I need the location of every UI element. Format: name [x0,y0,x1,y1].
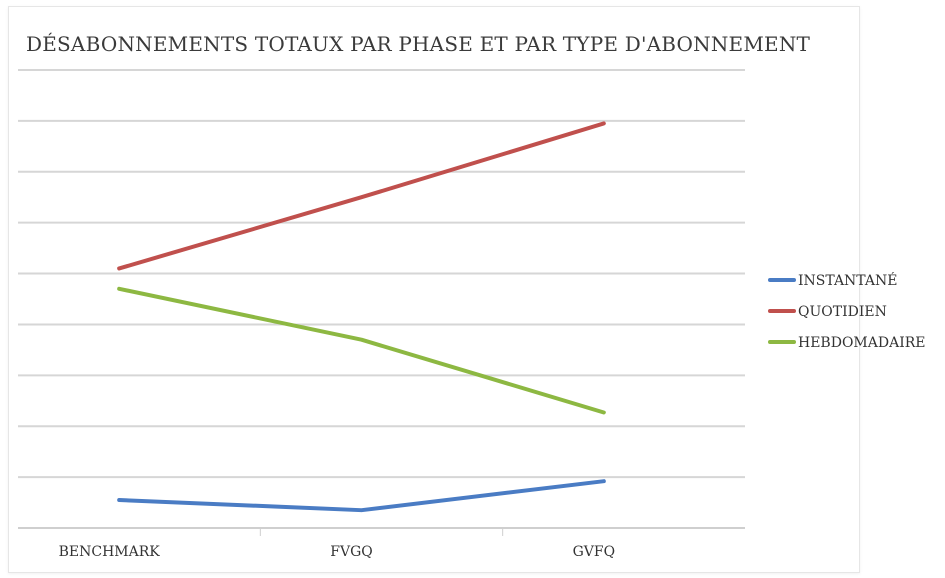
legend-label: QUOTIDIEN [798,304,887,320]
series-line-quotidien [117,121,606,271]
chart-title: DÉSABONNEMENTS TOTAUX PAR PHASE ET PAR T… [26,32,811,56]
series-line-hebdomadaire [117,286,606,415]
x-tick-label: BENCHMARK [59,544,161,560]
legend-label: HEBDOMADAIRE [798,335,926,351]
x-tick-label: FVGQ [330,544,373,560]
legend-label: INSTANTANÉ [798,271,897,289]
series-line-instantane [117,479,606,513]
x-tick-label: GVFQ [573,544,616,560]
chart-panel [8,6,860,573]
